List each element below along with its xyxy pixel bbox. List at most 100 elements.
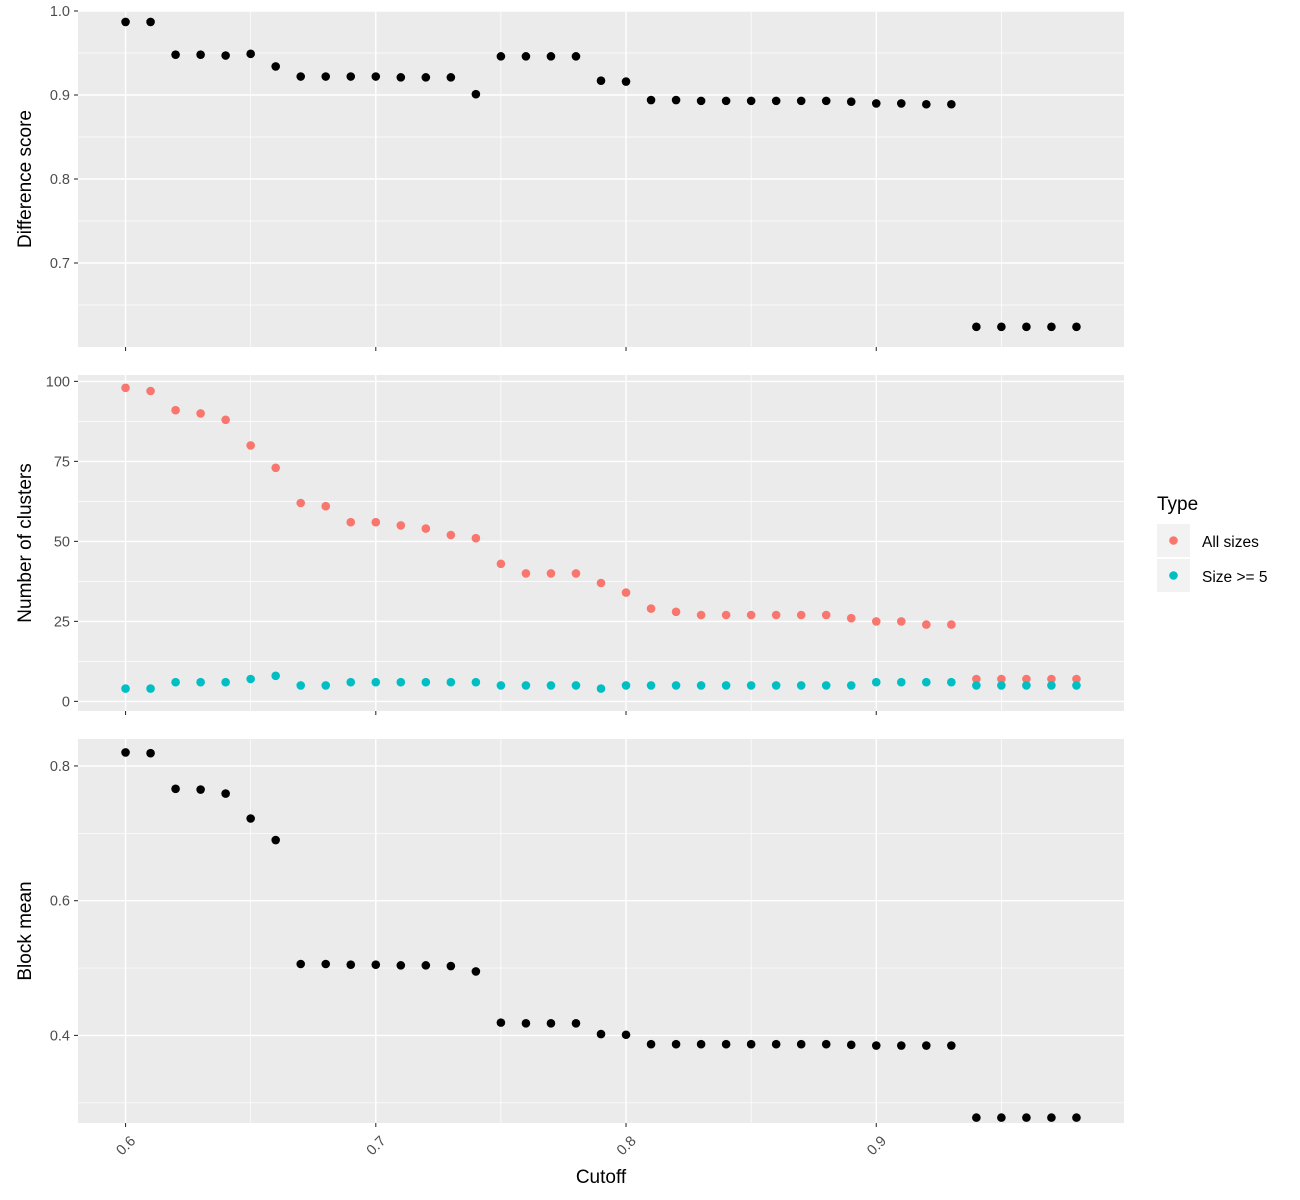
data-point: [696, 681, 706, 690]
data-point: [671, 607, 681, 617]
data-point: [296, 959, 306, 969]
series-points-0: [121, 748, 1081, 1122]
data-point: [521, 1018, 531, 1028]
data-point: [221, 677, 230, 687]
series-all-sizes: [121, 383, 1081, 684]
data-point: [896, 99, 906, 108]
data-point: [621, 588, 631, 597]
data-point: [796, 681, 806, 690]
data-point: [546, 52, 556, 61]
data-point: [196, 677, 205, 687]
data-point: [947, 1041, 956, 1050]
data-point: [972, 681, 981, 690]
data-point: [346, 517, 356, 527]
data-point: [997, 674, 1006, 684]
data-point: [796, 96, 806, 106]
x-tick-label: 0.7: [364, 1133, 390, 1159]
data-point: [671, 681, 681, 690]
data-point: [496, 1018, 506, 1027]
data-point: [696, 610, 706, 620]
data-point: [621, 77, 631, 86]
data-point: [922, 1041, 931, 1050]
data-point: [546, 569, 556, 578]
series-points-0: [121, 17, 1081, 332]
data-point: [947, 99, 956, 109]
data-point: [371, 960, 381, 969]
data-point: [896, 677, 906, 687]
data-point: [571, 1018, 581, 1028]
data-point: [571, 52, 581, 61]
data-point: [621, 681, 631, 690]
data-point: [446, 73, 456, 82]
data-point: [521, 52, 531, 61]
data-point: [796, 610, 806, 620]
data-point: [972, 674, 981, 684]
data-point: [746, 96, 756, 106]
data-point: [721, 1039, 731, 1049]
data-point: [471, 533, 481, 543]
panel-difference-score: 0.7 0.8 0.9 1.0 Difference score: [15, 4, 1124, 351]
data-point: [471, 89, 481, 99]
data-point: [846, 97, 856, 107]
data-point: [1047, 681, 1056, 690]
data-point: [997, 1113, 1006, 1122]
panel-number-of-clusters: 0 25 50 75 100 Number of clusters: [15, 374, 1124, 715]
x-axis-title: Cutoff: [576, 1167, 627, 1188]
data-point: [371, 72, 381, 81]
data-point: [796, 1039, 806, 1049]
data-point: [596, 76, 606, 86]
data-point: [896, 1041, 906, 1050]
data-point: [771, 96, 781, 106]
data-point: [246, 674, 255, 684]
data-point: [696, 1039, 706, 1049]
data-point: [746, 610, 756, 620]
data-point: [646, 95, 656, 105]
data-point: [246, 49, 255, 59]
data-point: [922, 99, 931, 109]
data-point: [196, 50, 205, 59]
data-point: [746, 681, 756, 690]
y-tick-label: 0.6: [50, 894, 70, 910]
legend-swatch-all-sizes: [1169, 536, 1178, 545]
data-point: [646, 604, 656, 613]
data-point: [496, 559, 506, 569]
data-point: [621, 1030, 631, 1040]
data-point: [721, 610, 731, 620]
data-point: [346, 72, 356, 81]
y-tick-label: 75: [54, 454, 70, 470]
data-point: [221, 789, 230, 798]
data-point: [521, 681, 531, 690]
data-point: [746, 1039, 756, 1049]
data-point: [1072, 674, 1081, 684]
data-point: [696, 96, 706, 106]
data-point: [1022, 681, 1031, 690]
y-tick-label: 0.8: [50, 759, 70, 775]
data-point: [821, 1039, 831, 1049]
data-point: [421, 677, 431, 687]
data-point: [321, 72, 331, 81]
data-point: [146, 17, 155, 27]
data-point: [396, 521, 406, 530]
data-point: [1022, 1113, 1031, 1122]
data-point: [271, 463, 280, 473]
legend: Type All sizes Size >= 5: [1157, 494, 1268, 592]
data-point: [171, 677, 180, 687]
y-tick-label: 0.4: [50, 1028, 70, 1044]
data-point: [246, 441, 255, 450]
data-point: [1047, 1113, 1056, 1122]
data-point: [571, 681, 581, 690]
data-point: [121, 748, 130, 757]
legend-swatch-size-5: [1169, 571, 1178, 580]
data-point: [721, 96, 731, 106]
data-point: [846, 1040, 856, 1050]
data-point: [271, 835, 280, 845]
data-point: [171, 50, 180, 59]
data-point: [321, 681, 331, 690]
data-point: [446, 961, 456, 971]
data-point: [1022, 322, 1031, 332]
data-point: [496, 52, 506, 61]
data-point: [671, 1039, 681, 1049]
data-point: [121, 383, 130, 393]
data-point: [146, 684, 155, 693]
